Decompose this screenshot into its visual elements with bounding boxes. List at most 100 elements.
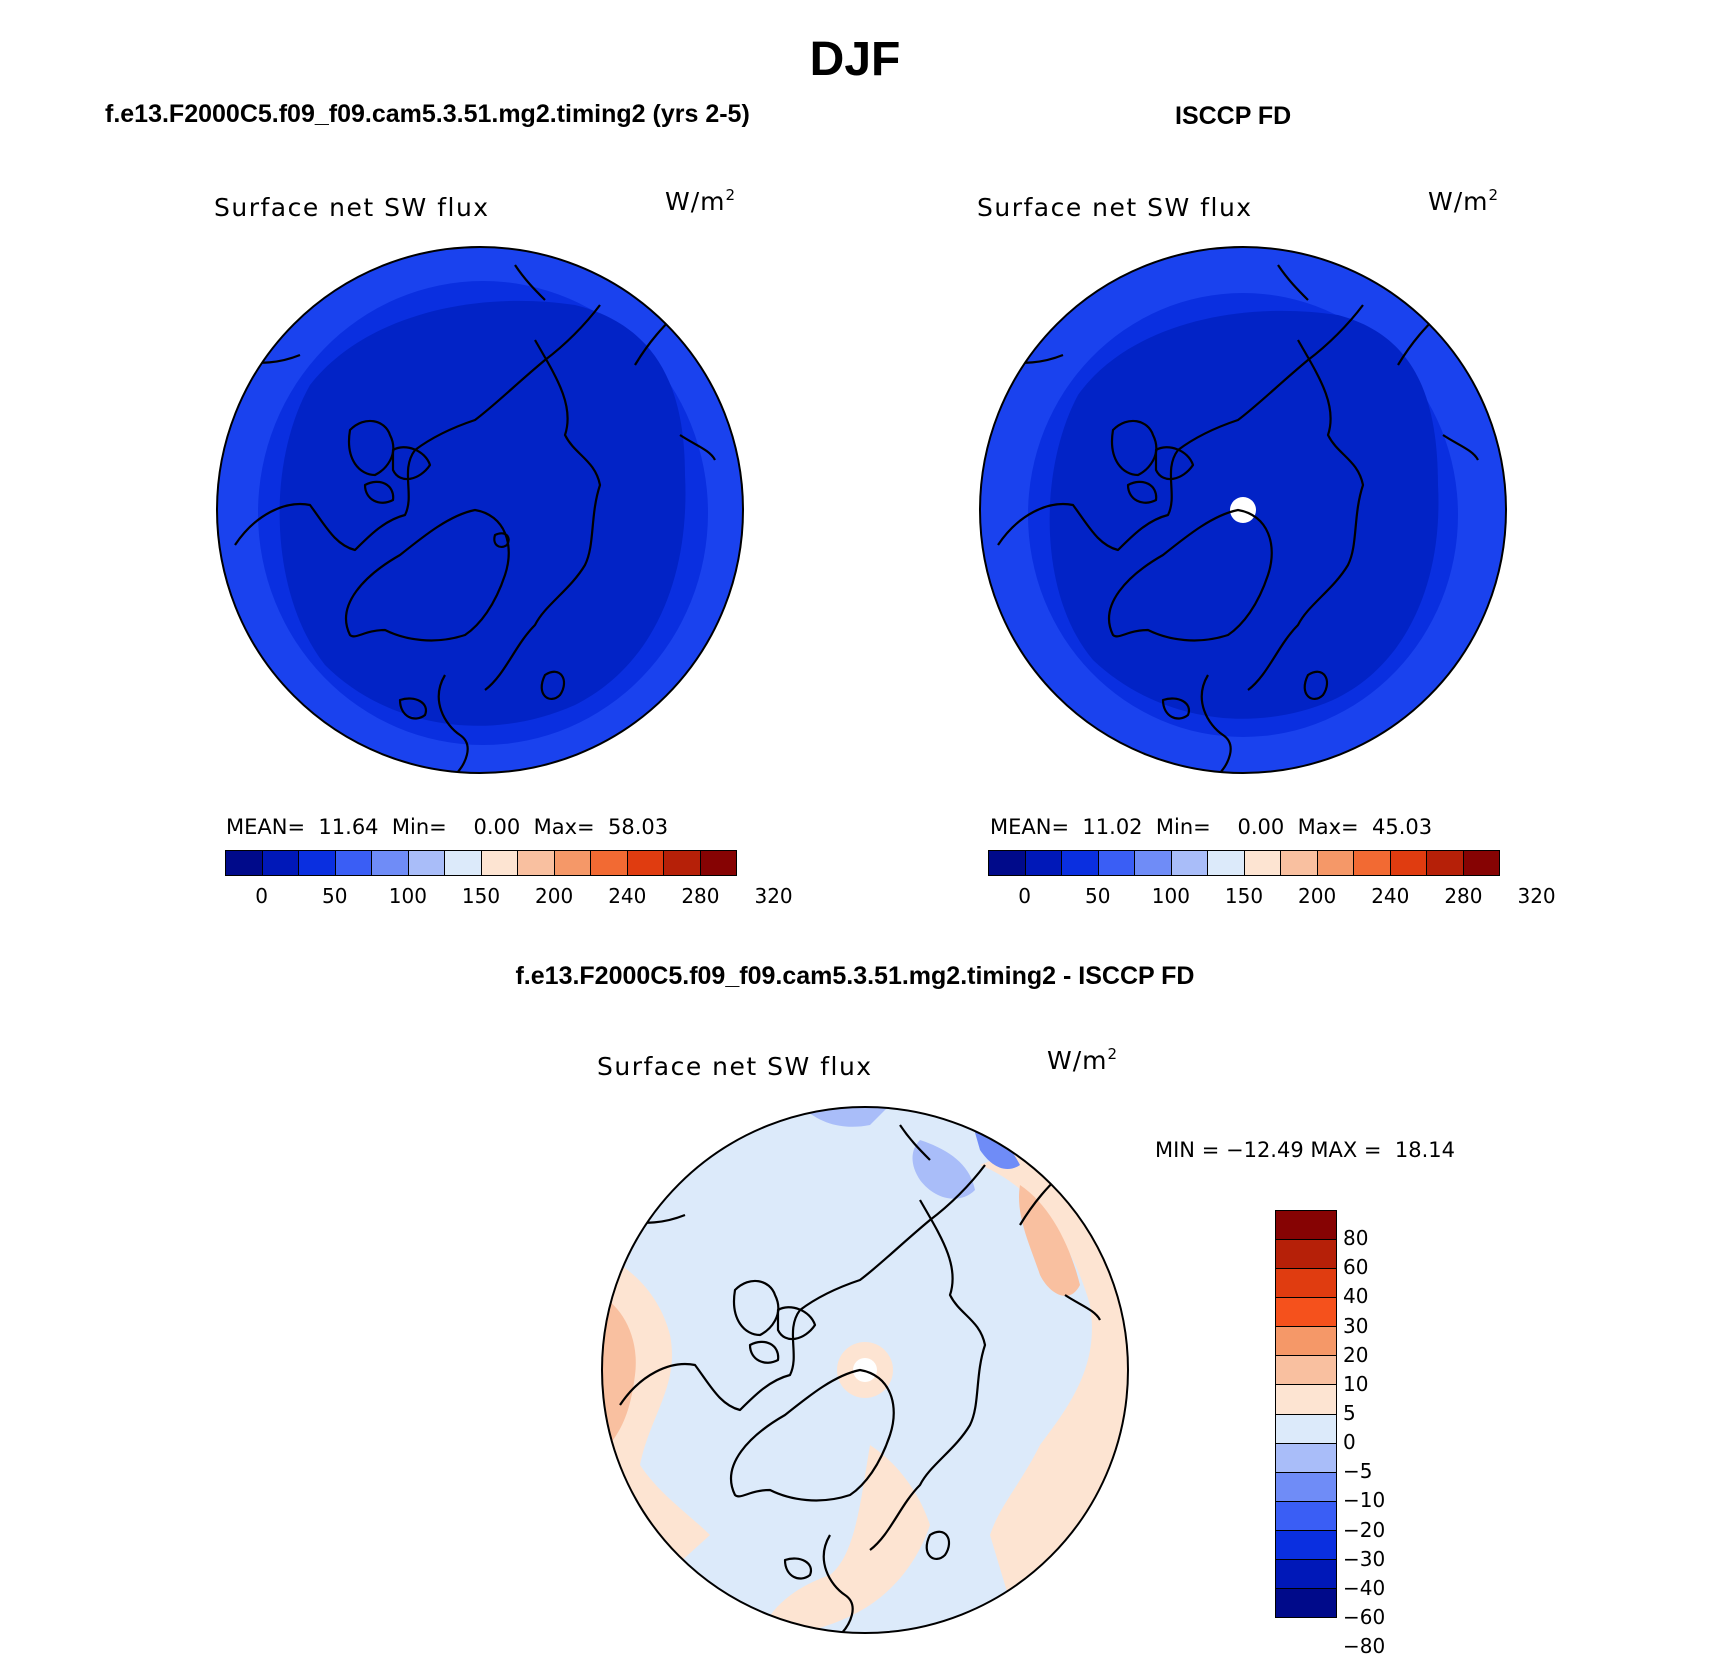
diff-colorbar-swatch [1276, 1269, 1336, 1299]
diff-colorbar-swatch [1276, 1211, 1336, 1241]
model-colorbar-swatch [700, 851, 736, 875]
model-field-inner [279, 300, 686, 726]
diff-colorbar-swatch [1276, 1240, 1336, 1270]
model-colorbar-tick-label: 200 [535, 884, 574, 908]
obs-polar-map [979, 246, 1507, 774]
obs-colorbar-swatch [1171, 851, 1208, 875]
obs-colorbar-tick-label: 50 [1084, 884, 1111, 908]
obs-colorbar-tick-label: 150 [1224, 884, 1264, 908]
obs-colorbar-swatch [1025, 851, 1062, 875]
diff-colorbar-swatch [1276, 1414, 1336, 1444]
diff-colorbar-swatch [1276, 1559, 1336, 1590]
obs-colorbar-tick-label: 200 [1298, 884, 1337, 908]
diff-variable-label: Surface net SW flux [597, 1052, 873, 1081]
diff-colorbar-swatch [1276, 1443, 1336, 1473]
diff-colorbar-tick-label: 0 [1343, 1430, 1356, 1455]
model-colorbar-swatch [554, 851, 591, 875]
diff-colorbar [1275, 1210, 1337, 1618]
model-colorbar-tick-label: 0 [255, 884, 268, 908]
model-map-border [216, 246, 744, 774]
model-colorbar-swatch [664, 851, 701, 875]
diff-field-pos10-west [602, 1295, 636, 1455]
obs-colorbar-tick-label: 100 [1151, 884, 1190, 908]
model-colorbar-tick-label: 50 [321, 884, 348, 908]
diff-case-title: f.e13.F2000C5.f09_f09.cam5.3.51.mg2.timi… [515, 962, 1195, 990]
diff-colorbar-tick-label: −10 [1343, 1488, 1386, 1513]
obs-colorbar-swatch [1354, 851, 1391, 875]
obs-colorbar-swatch [1098, 851, 1135, 875]
model-colorbar-swatch [481, 851, 518, 875]
model-colorbar-tick-label: 280 [681, 884, 720, 908]
diff-colorbar-tick-label: 5 [1343, 1401, 1356, 1425]
model-colorbar-tick-label: 150 [461, 884, 501, 908]
obs-colorbar-swatch [1463, 851, 1499, 875]
model-coastlines [234, 264, 716, 773]
obs-case-title: ISCCP FD [1175, 102, 1292, 130]
model-units: W/m2 [665, 186, 737, 216]
diff-colorbar-tick-label: 30 [1343, 1313, 1369, 1338]
diff-coastlines [619, 1124, 1101, 1633]
diff-colorbar-tick-label: −20 [1343, 1517, 1386, 1542]
diff-units: W/m2 [1047, 1045, 1119, 1075]
diff-colorbar-tick-label: −80 [1343, 1634, 1386, 1658]
obs-colorbar [988, 850, 1500, 876]
obs-colorbar-tick-label: 0 [1018, 884, 1031, 908]
diff-colorbar-swatch [1276, 1298, 1336, 1328]
model-colorbar-swatch [226, 851, 263, 875]
obs-colorbar-swatch [1281, 851, 1318, 875]
obs-map-border [979, 246, 1507, 774]
obs-colorbar-swatch [1208, 851, 1245, 875]
model-colorbar-swatch [445, 851, 482, 875]
diff-field-pos-south [760, 1445, 930, 1633]
model-case-title: f.e13.F2000C5.f09_f09.cam5.3.51.mg2.timi… [105, 100, 750, 128]
model-variable-label: Surface net SW flux [214, 193, 490, 222]
diff-field-pos10-east [1019, 1185, 1080, 1296]
diff-colorbar-tick-label: −5 [1343, 1459, 1373, 1484]
diff-colorbar-swatch [1276, 1356, 1336, 1386]
diff-colorbar-swatch [1276, 1472, 1336, 1502]
model-colorbar-swatch [627, 851, 664, 875]
model-colorbar-swatch [262, 851, 299, 875]
obs-variable-label: Surface net SW flux [977, 193, 1253, 222]
model-colorbar-tick-label: 240 [608, 884, 647, 908]
diff-polar-map [601, 1106, 1129, 1634]
diff-colorbar-tick-label: −60 [1343, 1605, 1386, 1629]
model-colorbar-swatch [408, 851, 445, 875]
obs-colorbar-swatch [989, 851, 1026, 875]
obs-colorbar-swatch [1244, 851, 1281, 875]
diff-stats: MIN = −12.49 MAX = 18.14 [1155, 1138, 1456, 1162]
model-polar-map [216, 246, 744, 774]
model-colorbar-swatch [299, 851, 336, 875]
model-colorbar-swatch [591, 851, 628, 875]
model-colorbar-swatch [335, 851, 372, 875]
model-colorbar-swatch [372, 851, 409, 875]
model-colorbar-swatch [518, 851, 555, 875]
obs-colorbar-swatch [1135, 851, 1172, 875]
diff-colorbar-tick-label: 80 [1343, 1226, 1369, 1251]
obs-colorbar-swatch [1427, 851, 1464, 875]
figure-title: DJF [809, 33, 901, 86]
diff-colorbar-swatch [1276, 1385, 1336, 1415]
diff-colorbar-tick-label: 10 [1343, 1371, 1369, 1396]
diff-colorbar-swatch [1276, 1530, 1336, 1560]
obs-stats: MEAN= 11.02 Min= 0.00 Max= 45.03 [990, 815, 1433, 839]
obs-colorbar-swatch [1062, 851, 1099, 875]
obs-colorbar-tick-label: 280 [1444, 884, 1483, 908]
obs-units: W/m2 [1428, 186, 1500, 216]
diff-colorbar-swatch [1276, 1327, 1336, 1357]
obs-colorbar-tick-label: 320 [1517, 884, 1556, 908]
diff-colorbar-tick-label: 20 [1343, 1342, 1369, 1367]
obs-colorbar-tick-label: 240 [1371, 884, 1410, 908]
diff-colorbar-swatch [1276, 1589, 1336, 1618]
diff-colorbar-tick-label: −30 [1343, 1546, 1386, 1571]
obs-colorbar-swatch [1390, 851, 1427, 875]
diff-colorbar-tick-label: 60 [1343, 1255, 1369, 1280]
diff-field-neg [912, 1140, 975, 1199]
diff-colorbar-tick-label: 40 [1343, 1284, 1369, 1309]
obs-colorbar-swatch [1317, 851, 1354, 875]
diff-colorbar-tick-label: −40 [1343, 1575, 1386, 1600]
diff-colorbar-swatch [1276, 1501, 1336, 1531]
model-colorbar-tick-label: 320 [754, 884, 793, 908]
model-colorbar [225, 850, 737, 876]
model-colorbar-tick-label: 100 [388, 884, 427, 908]
